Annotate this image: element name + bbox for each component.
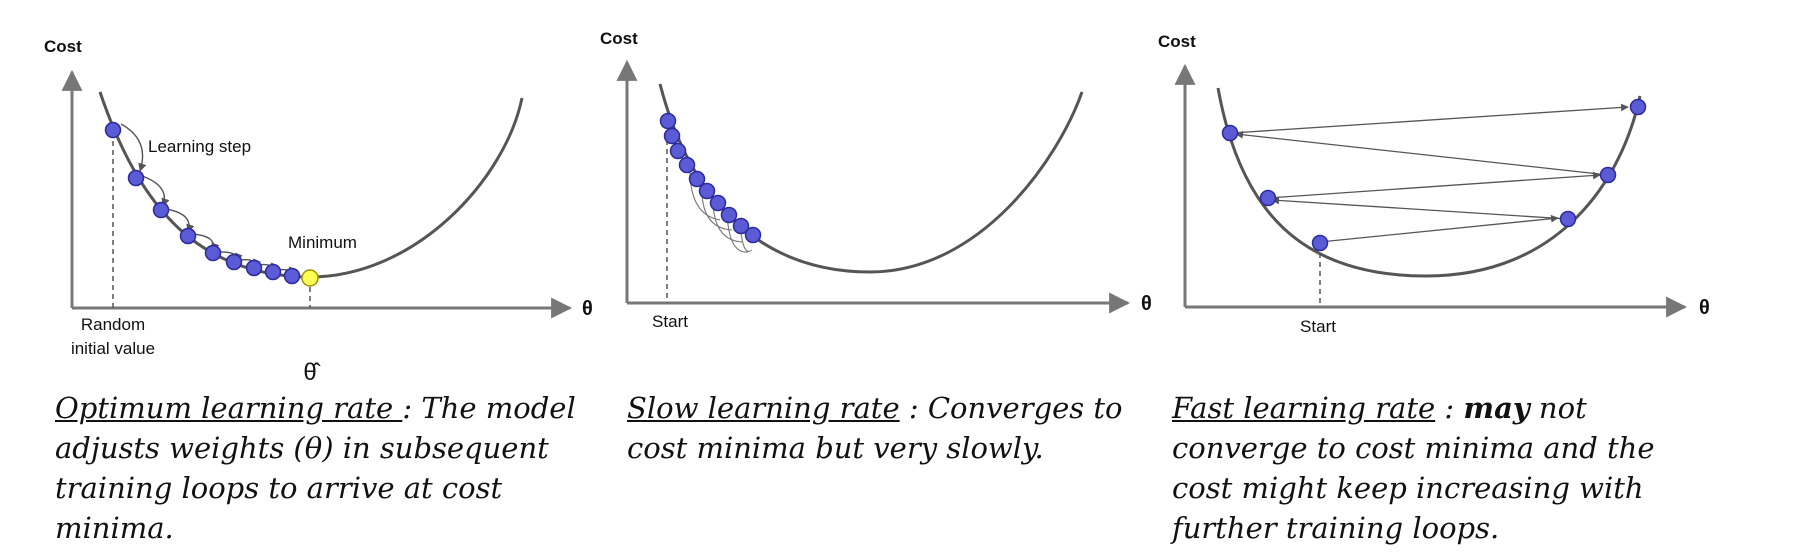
caption-optimum: Optimum learning rate : The model adjust…	[55, 388, 595, 548]
step-point	[698, 182, 716, 200]
step-point	[204, 244, 222, 262]
gradient-points	[1221, 98, 1647, 252]
step-point	[127, 169, 145, 187]
start-label-line1: Random	[81, 315, 145, 334]
step-point	[179, 227, 197, 245]
step-point	[669, 142, 687, 160]
step-point	[678, 156, 696, 174]
step-arrow	[1231, 103, 1629, 134]
step-point	[152, 201, 170, 219]
step-arrow	[1235, 130, 1609, 176]
step-point	[264, 263, 282, 281]
step-point	[1559, 210, 1577, 228]
step-point	[663, 127, 681, 145]
minimum-point	[301, 269, 319, 287]
step-point	[720, 206, 738, 224]
caption-separator: :	[899, 391, 928, 425]
theta-hat-label: θ̂	[303, 359, 320, 386]
step-arc	[120, 123, 147, 172]
step-arrow	[1319, 214, 1559, 243]
x-axis-label: θ	[582, 298, 593, 320]
step-point	[225, 253, 243, 271]
panel-slow: Cost θ Start	[600, 29, 1152, 331]
step-point	[709, 194, 727, 212]
caption-title: Optimum learning rate	[55, 391, 403, 425]
step-point	[1221, 124, 1239, 142]
start-label-line2: initial value	[71, 339, 155, 358]
caption-title: Fast learning rate	[1172, 391, 1436, 425]
step-point	[688, 170, 706, 188]
step-point	[744, 226, 762, 244]
caption-separator: :	[402, 391, 422, 425]
caption-separator: :	[1435, 391, 1464, 425]
x-axis-label: θ	[1699, 297, 1710, 319]
y-axis-label: Cost	[1158, 32, 1196, 51]
caption-slow: Slow learning rate : Converges to cost m…	[627, 388, 1147, 468]
caption-text: The model adjusts weights (θ) in subsequ…	[55, 391, 576, 545]
step-point	[104, 121, 122, 139]
divergence-arrows	[1231, 103, 1629, 243]
caption-title: Slow learning rate	[627, 391, 900, 425]
y-axis-label: Cost	[44, 37, 82, 56]
caption-text: not converge to cost minima and the cost…	[1172, 391, 1655, 545]
gradient-points	[104, 121, 301, 285]
minimum-label: Minimum	[288, 233, 357, 252]
cost-curve	[658, 83, 1084, 274]
y-axis-label: Cost	[600, 29, 638, 48]
step-point	[1311, 234, 1329, 252]
step-arrow	[1271, 196, 1569, 220]
start-label: Start	[652, 312, 688, 331]
cost-curve	[1216, 87, 1642, 278]
caption-text: Converges to cost minima but very slowly…	[627, 391, 1123, 465]
panel-fast: Cost θ Start	[1158, 32, 1710, 336]
gradient-points	[659, 112, 762, 244]
x-axis-label: θ	[1141, 293, 1152, 315]
step-arrow	[1267, 171, 1601, 199]
step-point	[1599, 166, 1617, 184]
step-point	[283, 267, 301, 285]
caption-emphasis: may	[1463, 391, 1530, 425]
step-point	[1259, 189, 1277, 207]
step-point	[732, 217, 750, 235]
panel-optimum: Cost θ Learni	[44, 37, 593, 386]
start-label: Start	[1300, 317, 1336, 336]
step-point	[245, 259, 263, 277]
learning-step-label: Learning step	[148, 137, 251, 156]
caption-fast: Fast learning rate : may not converge to…	[1172, 388, 1692, 548]
step-point	[1629, 98, 1647, 116]
step-point	[659, 112, 677, 130]
